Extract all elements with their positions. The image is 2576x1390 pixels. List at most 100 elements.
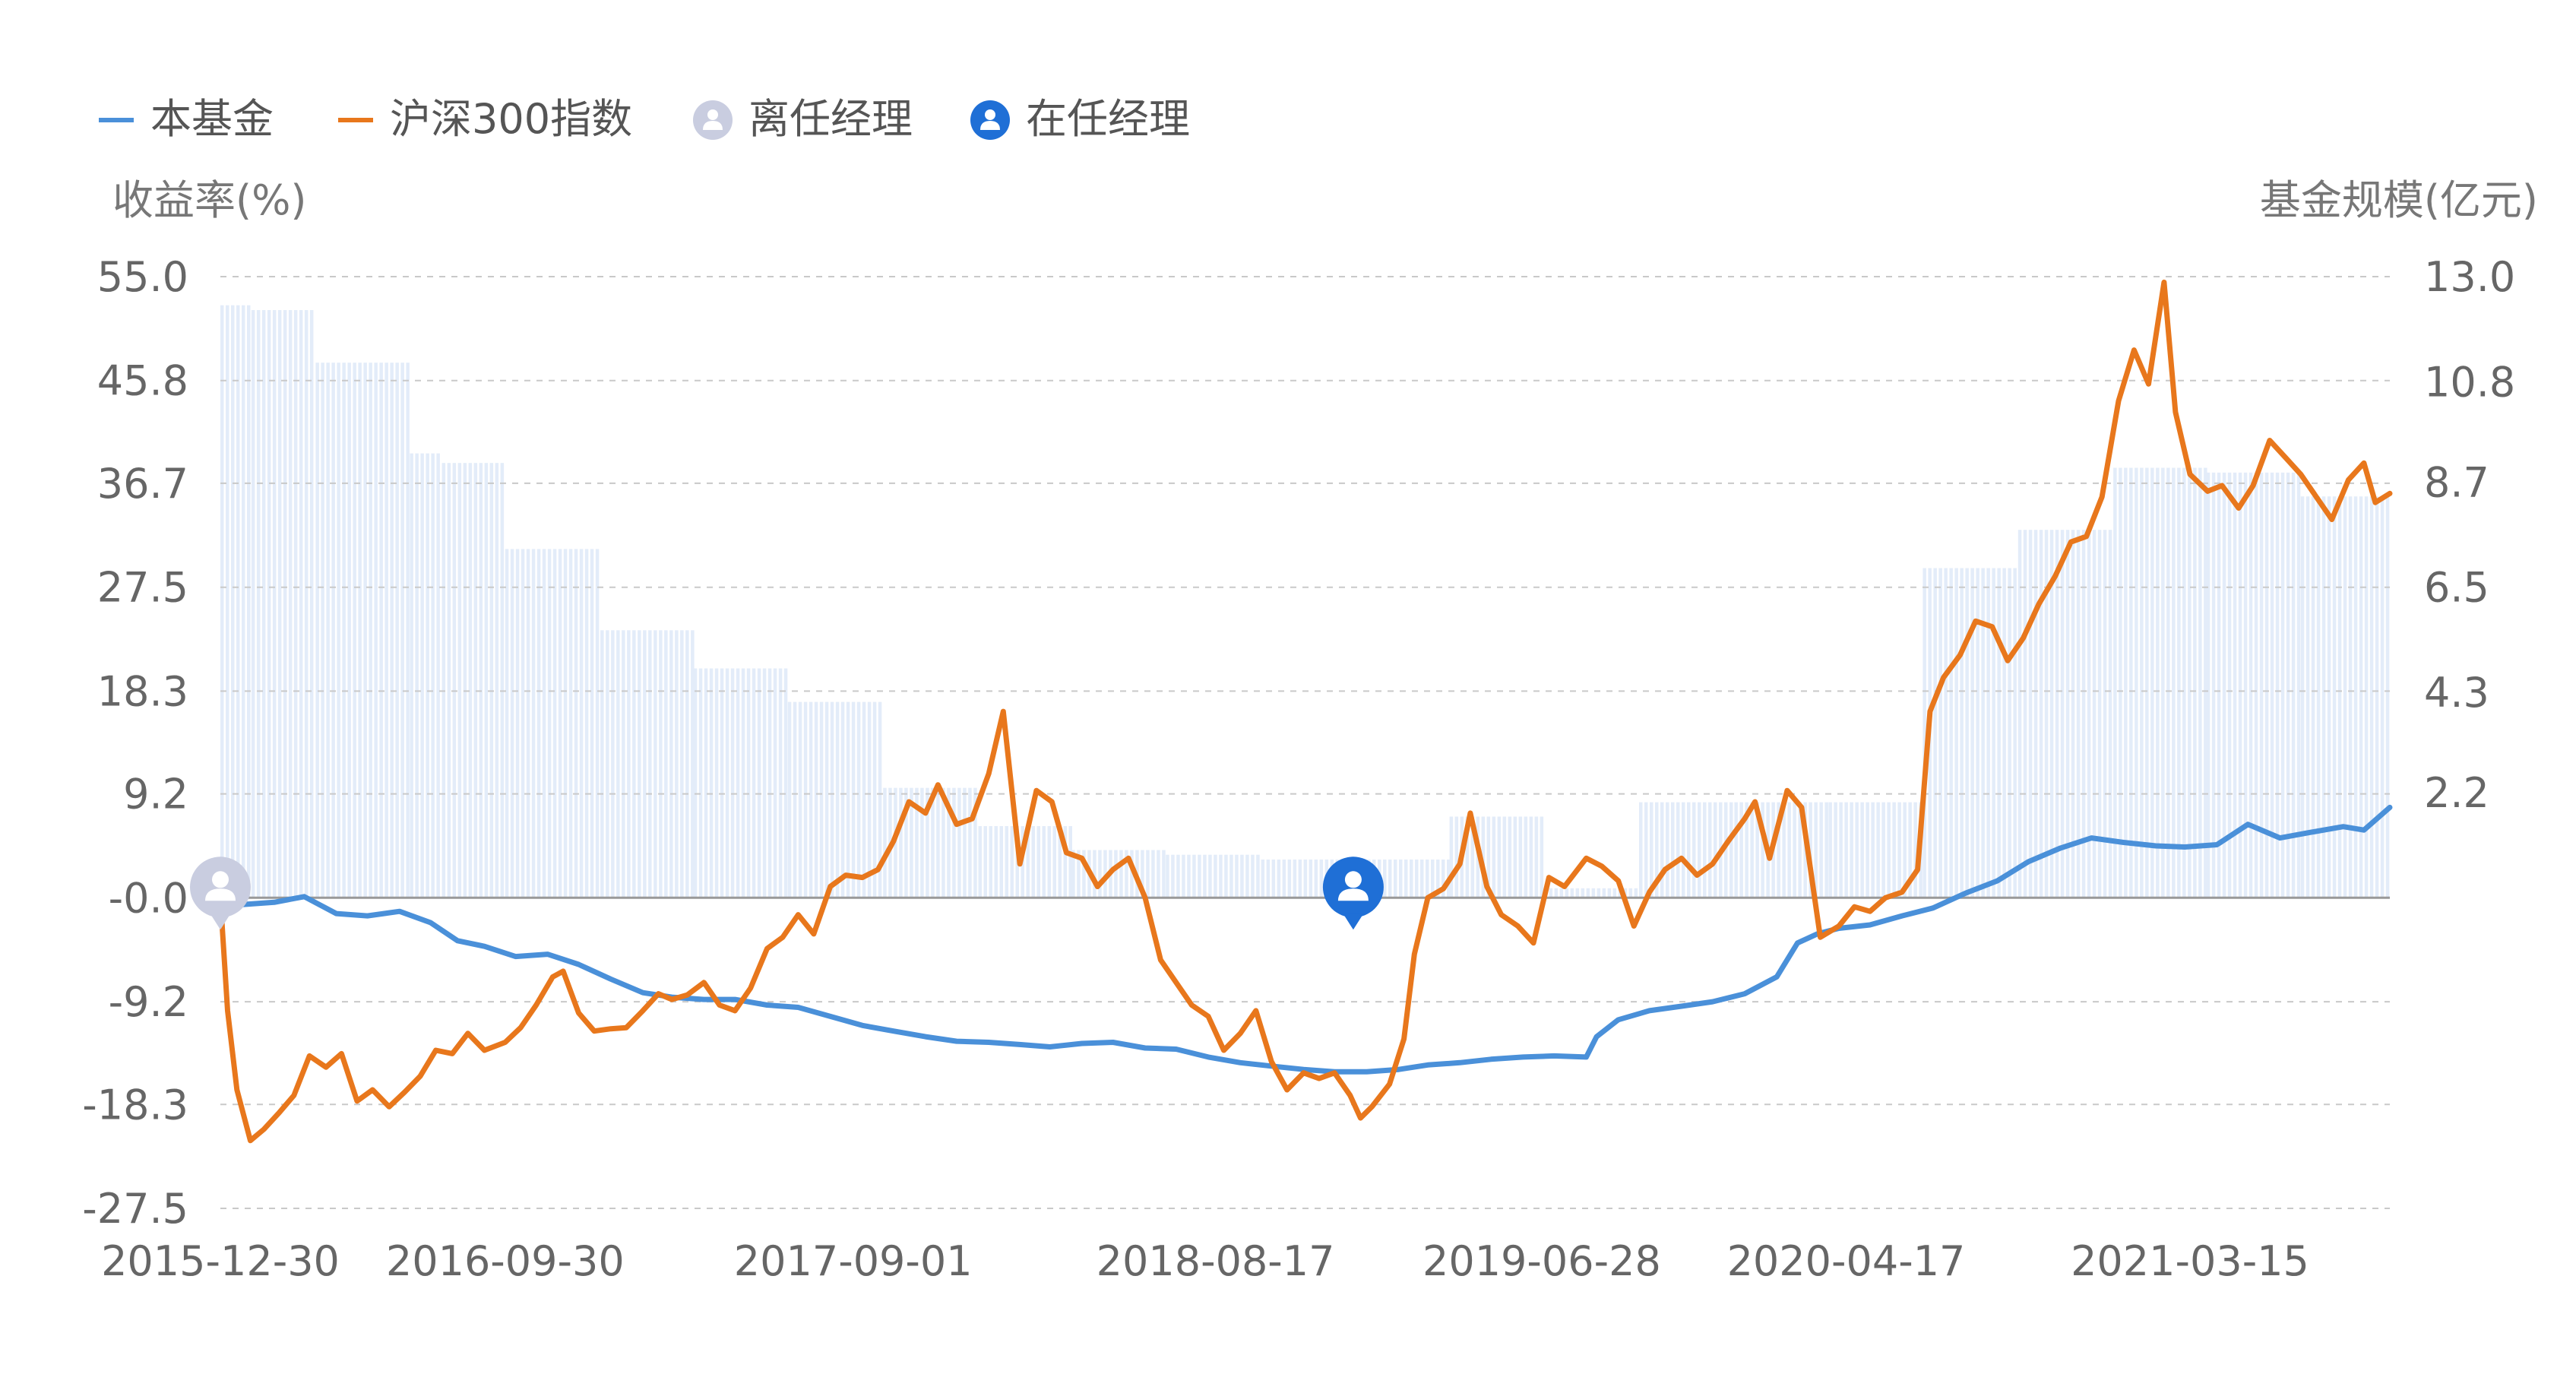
scale-bar: [267, 310, 271, 898]
scale-bar: [1666, 802, 1669, 898]
scale-bar: [1077, 850, 1081, 898]
x-axis-ticks: 2015-12-30 2016-09-30 2017-09-01 2018-08-17…: [101, 1237, 2309, 1285]
scale-bar: [2311, 496, 2315, 898]
scale-bar: [1251, 854, 1255, 898]
scale-bar: [622, 630, 625, 898]
scale-bar: [2044, 530, 2049, 898]
scale-bar: [526, 549, 530, 898]
current-manager-marker-icon[interactable]: [1322, 856, 1384, 930]
series-lines: [217, 279, 2393, 1144]
scale-bar: [1923, 568, 1926, 898]
scale-bar: [463, 463, 467, 898]
scale-bar: [531, 549, 536, 898]
scale-bar: [819, 701, 824, 898]
x-tick-label: 2018-08-17: [1097, 1237, 1335, 1285]
x-tick-label: 2020-04-17: [1727, 1237, 1966, 1285]
scale-bar: [395, 363, 399, 898]
scale-bar: [2108, 530, 2112, 898]
scale-bar: [2222, 472, 2226, 898]
scale-bar: [1082, 850, 1086, 898]
legend-fund-label: 本基金: [150, 95, 274, 143]
scale-bar: [1949, 568, 1953, 898]
scale-bar: [1497, 816, 1502, 898]
scale-bar: [2327, 496, 2331, 898]
scale-bar: [1436, 860, 1440, 898]
scale-bar: [664, 630, 668, 898]
right-axis-ticks: 13.0 10.8 8.7 6.5 4.3 2.2: [2424, 253, 2515, 817]
scale-bar: [1146, 850, 1150, 898]
scale-bar: [2305, 496, 2310, 898]
left-tick-label: 45.8: [97, 357, 188, 405]
scale-bar: [1036, 826, 1040, 898]
scale-bar: [675, 630, 679, 898]
scale-bar: [2270, 472, 2274, 898]
scale-bar: [1965, 568, 1969, 898]
scale-bar: [1639, 802, 1643, 898]
former-manager-marker-icon[interactable]: [190, 856, 251, 930]
scale-bar: [1513, 816, 1517, 898]
scale-bar: [299, 310, 303, 898]
scale-bar: [1125, 850, 1128, 898]
scale-bar: [1415, 860, 1419, 898]
right-tick-label: 10.8: [2424, 358, 2515, 406]
scale-bar: [2071, 530, 2075, 898]
scale-bar: [1892, 802, 1896, 898]
scale-bar: [1828, 802, 1832, 898]
marker-pin-tip: [1342, 913, 1364, 930]
scale-bar: [2156, 467, 2160, 898]
gridlines: [220, 276, 2390, 1209]
left-tick-label: -0.0: [109, 874, 188, 922]
scale-bar: [321, 363, 324, 898]
scale-bar: [1944, 568, 1948, 898]
scale-bar: [941, 787, 945, 898]
scale-bar: [931, 787, 935, 898]
scale-bar: [1229, 854, 1233, 898]
right-tick-label: 2.2: [2424, 769, 2489, 817]
scale-bar: [1271, 860, 1276, 898]
scale-bar: [288, 310, 293, 898]
scale-bar: [489, 463, 494, 898]
scale-bar: [978, 826, 982, 898]
scale-bar: [1203, 854, 1207, 898]
scale-bar: [1708, 802, 1712, 898]
scale-bar: [2150, 467, 2154, 898]
legend-current-manager-icon: [970, 100, 1010, 140]
scale-bar: [1068, 826, 1072, 898]
scale-bar: [803, 701, 808, 898]
scale-bar: [2049, 530, 2054, 898]
scale-bar: [1058, 826, 1062, 898]
scale-bar: [793, 701, 797, 898]
marker-pin-tip: [210, 913, 231, 930]
x-tick-label: 2016-09-30: [386, 1237, 625, 1285]
scale-bar: [1824, 802, 1828, 898]
scale-bar: [347, 363, 351, 898]
scale-bar: [709, 668, 714, 898]
scale-bar: [1298, 860, 1302, 898]
scale-bar: [558, 549, 562, 898]
scale-bar: [1319, 860, 1324, 898]
scale-bar: [741, 668, 745, 898]
scale-bar: [632, 630, 636, 898]
scale-bar: [2017, 530, 2022, 898]
manager-markers: [190, 856, 1384, 930]
scale-bar: [1876, 802, 1880, 898]
scale-bar: [1908, 802, 1912, 898]
scale-bar: [1887, 802, 1891, 898]
scale-bar: [1192, 854, 1196, 898]
scale-bar: [1198, 854, 1201, 898]
scale-bar: [1063, 826, 1067, 898]
scale-bar: [1162, 850, 1166, 898]
scale-bar: [814, 701, 818, 898]
left-axis-title: 收益率(%): [112, 176, 306, 224]
scale-bar: [783, 668, 788, 898]
legend-former-manager-label: 离任经理: [748, 95, 913, 143]
scale-bar: [1839, 802, 1843, 898]
scale-bar: [521, 549, 525, 898]
scale-bar: [337, 363, 340, 898]
scale-bar: [2348, 496, 2353, 898]
scale-bar: [1534, 816, 1539, 898]
scale-bar: [1581, 888, 1585, 898]
scale-bar: [669, 630, 673, 898]
scale-bar: [1913, 802, 1917, 898]
